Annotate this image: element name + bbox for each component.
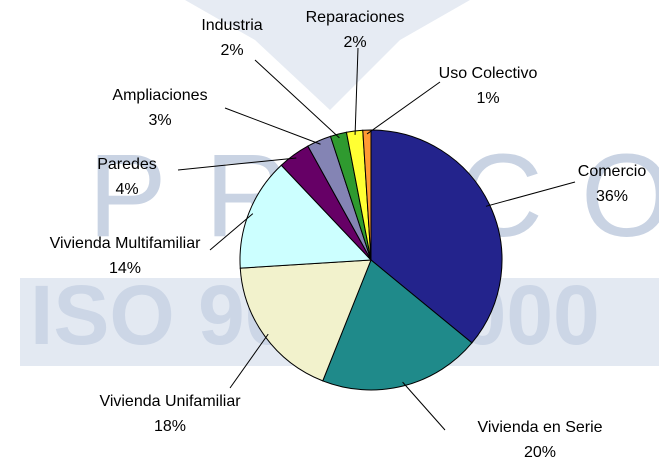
labels: Comercio 36% Vivienda en Serie 20% Vivienda …	[50, 9, 647, 461]
pie-slice	[370, 129, 503, 344]
slice-value-label: 2%	[220, 42, 243, 59]
leader-line	[224, 107, 321, 145]
slice-label: Ampliaciones	[112, 87, 207, 104]
slice-value-label: 36%	[596, 188, 628, 205]
leader-line	[254, 59, 340, 139]
leader-line	[366, 81, 441, 135]
pie-slice	[239, 259, 372, 382]
slice-label: Industria	[201, 17, 262, 34]
pie-slice	[362, 129, 372, 261]
slice-value-label: 4%	[115, 181, 138, 198]
watermark-arrow	[185, 0, 470, 110]
slice-label: Vivienda en Serie	[477, 419, 602, 436]
pie-slice	[239, 164, 373, 269]
leader-line	[177, 157, 297, 171]
leader-line	[209, 213, 254, 251]
pie-slice	[322, 259, 473, 391]
slice-value-label: 1%	[476, 90, 499, 107]
slice-value-label: 20%	[524, 444, 556, 461]
slice-value-label: 3%	[148, 112, 171, 129]
leader-line	[229, 333, 269, 389]
pie	[239, 129, 503, 391]
slice-label: Vivienda Unifamiliar	[99, 393, 241, 410]
slice-label: Paredes	[97, 156, 157, 173]
slice-label: Reparaciones	[306, 9, 405, 26]
slice-value-label: 2%	[343, 34, 366, 51]
slice-value-label: 14%	[109, 260, 141, 277]
slice-value-label: 18%	[154, 418, 186, 435]
slice-label: Uso Colectivo	[439, 65, 538, 82]
slice-label: Comercio	[578, 163, 647, 180]
slice-label: Vivienda Multifamiliar	[50, 235, 202, 252]
leader-line	[402, 381, 446, 431]
leader-line	[354, 47, 359, 135]
leader-line	[485, 181, 576, 207]
